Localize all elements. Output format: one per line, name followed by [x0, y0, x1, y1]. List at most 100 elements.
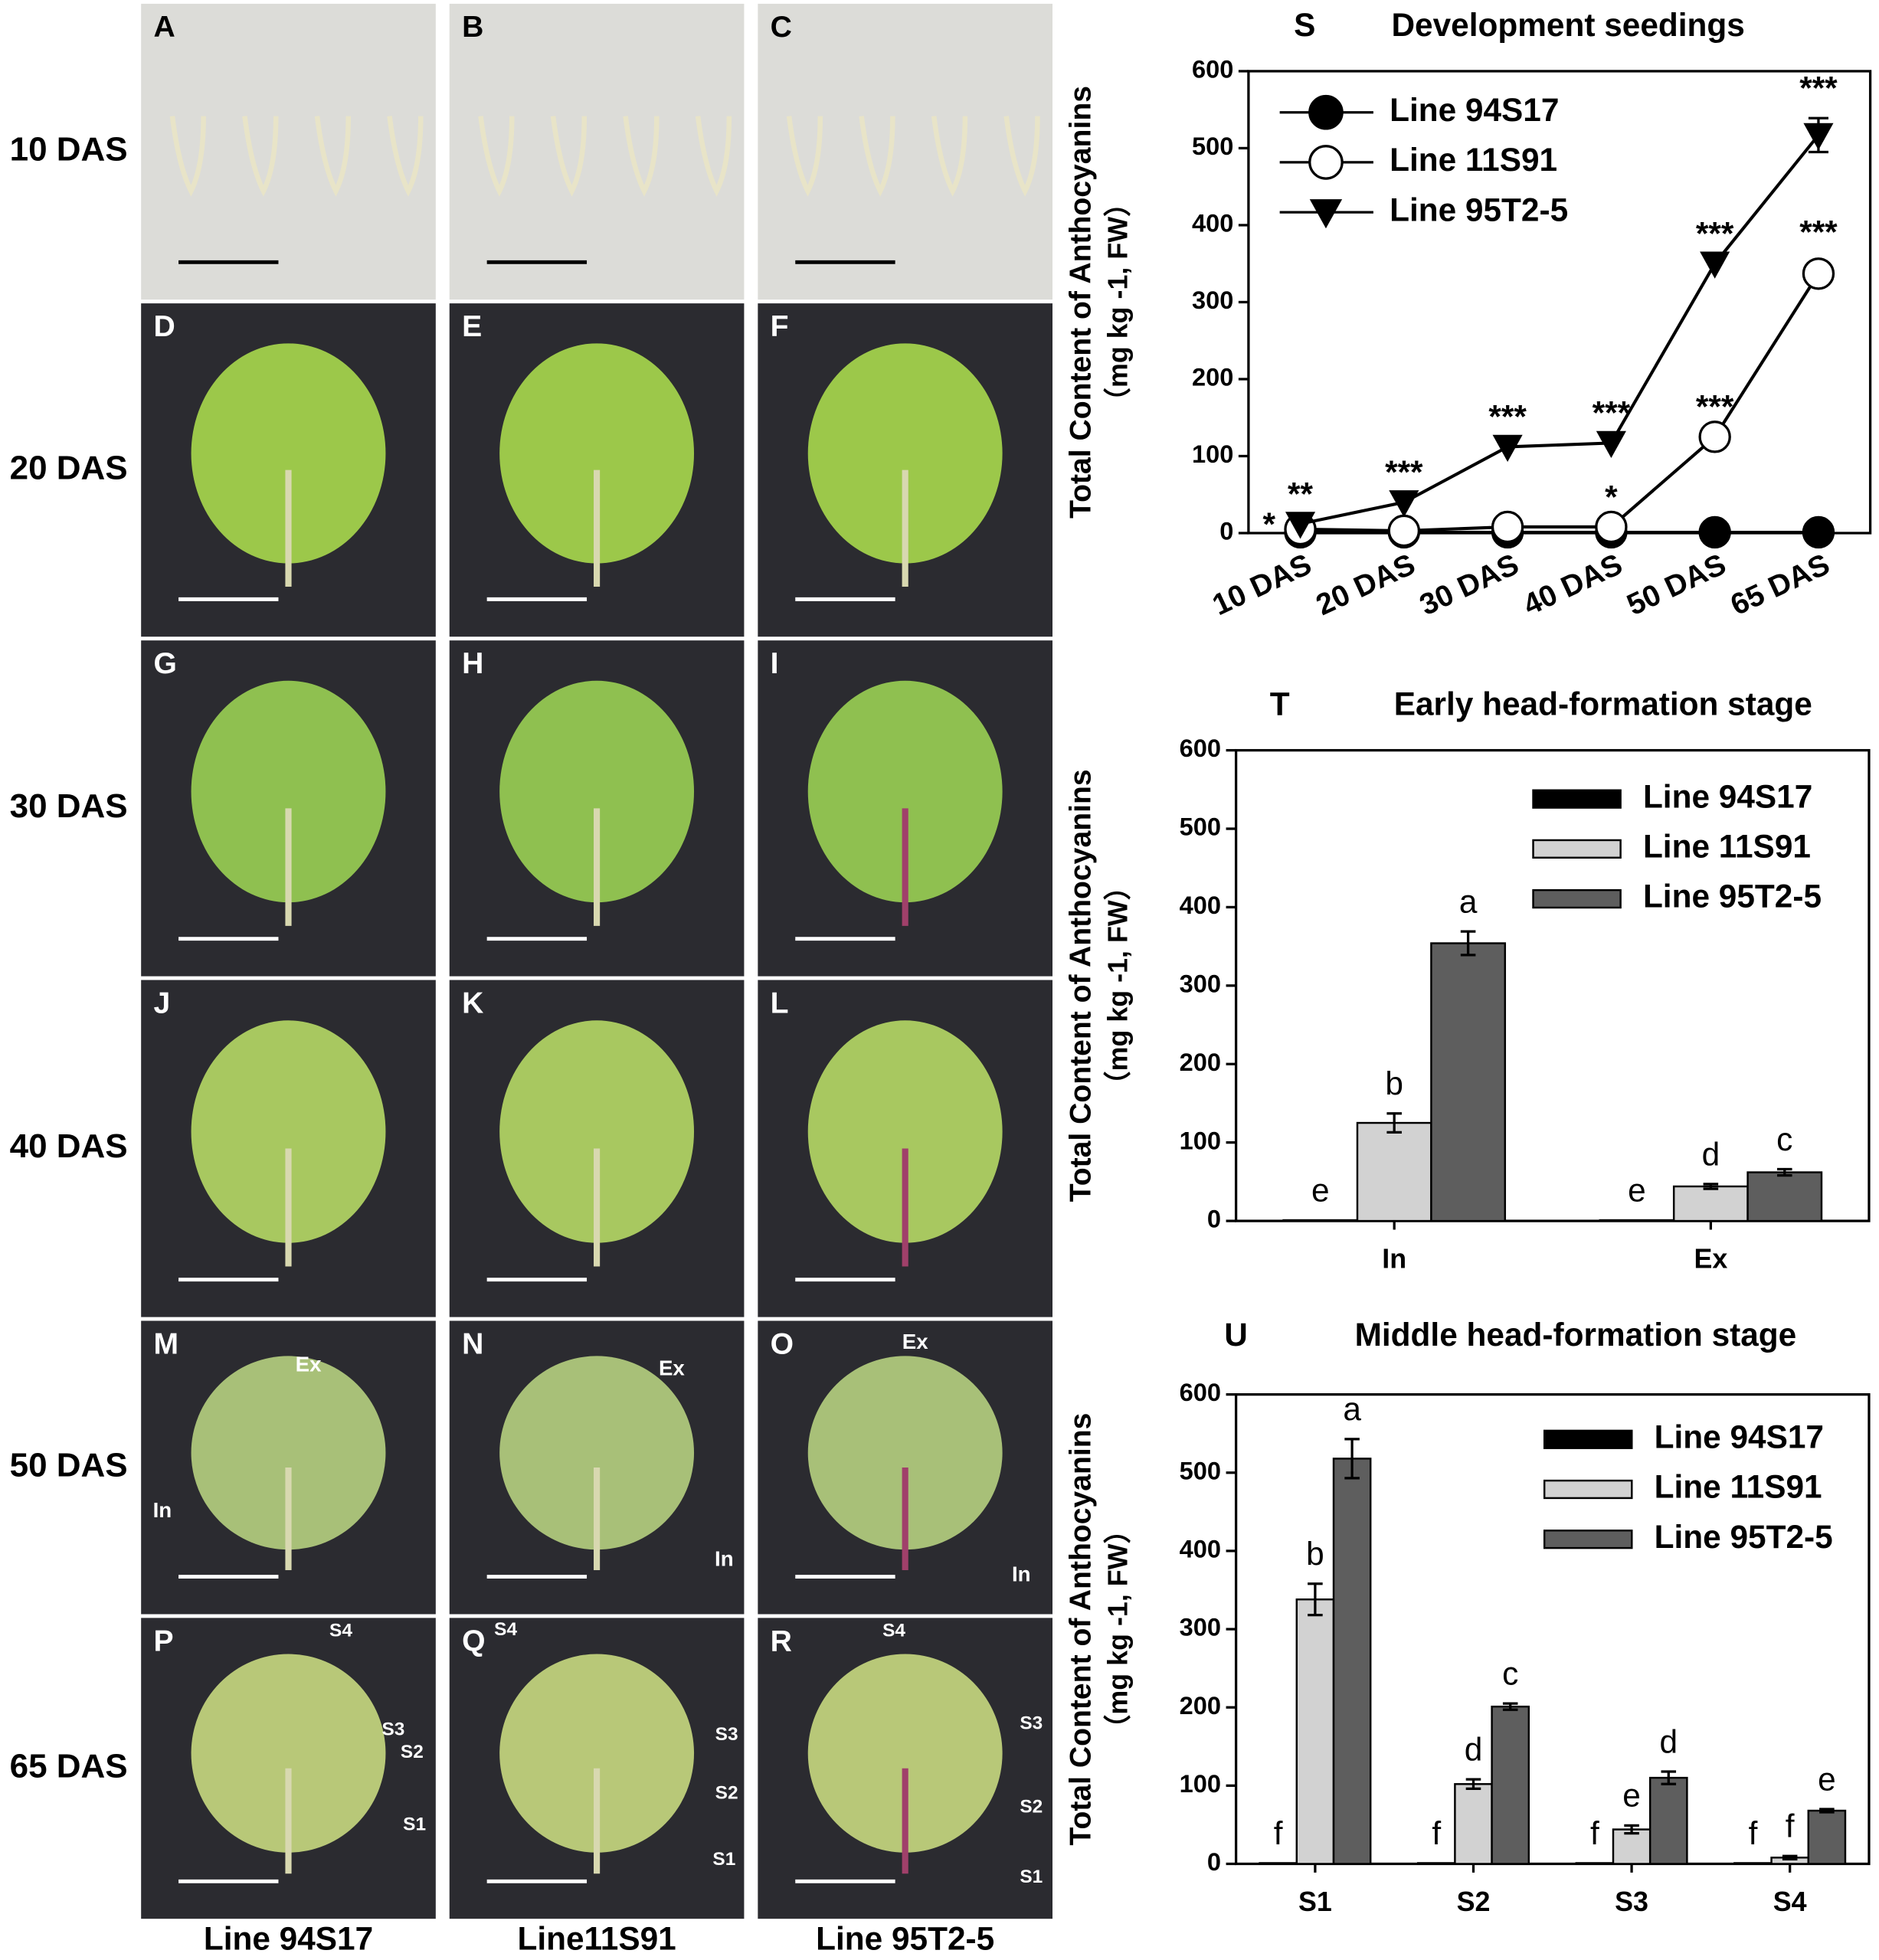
plant — [499, 680, 695, 903]
significance: *** — [1696, 389, 1734, 425]
panel-letter: H — [462, 647, 483, 680]
panel-letter: P — [153, 1625, 173, 1657]
significance: *** — [1385, 454, 1423, 490]
panel-letter: B — [462, 11, 483, 44]
plant — [807, 1654, 1003, 1853]
column-label: Line11S91 — [517, 1921, 676, 1957]
marker — [1802, 257, 1835, 290]
plant — [191, 680, 386, 903]
y-tick-label: 200 — [1180, 1691, 1221, 1719]
bar — [1648, 1776, 1688, 1865]
y-tick-label: 600 — [1192, 55, 1233, 83]
error-bar — [1465, 1778, 1481, 1791]
panel-letter: G — [153, 647, 176, 680]
legend-label: Line 95T2-5 — [1655, 1519, 1833, 1555]
photo-annotation: S1 — [1020, 1867, 1043, 1887]
panel-letter: D — [153, 310, 175, 343]
plant — [807, 343, 1003, 564]
column-label: Line 94S17 — [204, 1921, 373, 1957]
panel-letter: F — [771, 310, 789, 343]
legend-label: Line 94S17 — [1655, 1418, 1824, 1454]
bar — [1807, 1809, 1847, 1865]
panel-letter: L — [771, 987, 789, 1019]
bar — [1672, 1185, 1749, 1222]
marker — [1698, 515, 1731, 549]
marker — [1309, 199, 1343, 229]
significance: f — [1786, 1808, 1795, 1844]
significance: e — [1818, 1761, 1836, 1797]
significance: f — [1274, 1815, 1283, 1851]
legend-swatch — [1532, 888, 1622, 909]
x-tick-label: S2 — [1457, 1886, 1491, 1917]
row-label: 65 DAS — [10, 1747, 128, 1785]
significance: c — [1502, 1655, 1518, 1691]
chart-title: Early head-formation stage — [1394, 686, 1812, 722]
x-tick-label: 10 DAS — [1207, 548, 1316, 622]
x-tick-label: 65 DAS — [1726, 548, 1835, 622]
photo-annotation: Ex — [902, 1330, 928, 1353]
marker — [1803, 123, 1834, 150]
bar — [1746, 1171, 1823, 1222]
row-label: 10 DAS — [10, 131, 128, 169]
panel-letter: I — [771, 647, 779, 680]
row-label: 40 DAS — [10, 1127, 128, 1165]
legend-label: Line 11S91 — [1655, 1469, 1822, 1505]
row-label: 20 DAS — [10, 449, 128, 486]
error-bar — [1661, 1770, 1677, 1785]
seedling — [242, 116, 279, 197]
significance: * — [1263, 506, 1276, 542]
y-tick-label: 300 — [1180, 969, 1221, 997]
seedling — [695, 116, 732, 197]
significance: *** — [1799, 214, 1838, 250]
significance: d — [1465, 1731, 1483, 1767]
photo-annotation: S2 — [401, 1742, 424, 1762]
significance: e — [1311, 1172, 1330, 1208]
photo-annotation: Ex — [296, 1352, 322, 1376]
bar — [1430, 942, 1507, 1222]
photo-annotation: S3 — [1020, 1713, 1043, 1733]
x-tick-label: 50 DAS — [1622, 548, 1731, 622]
row-label: 50 DAS — [10, 1447, 128, 1484]
marker — [1491, 510, 1524, 544]
error-bar — [1308, 1582, 1323, 1617]
y-axis-label: Total Content of Anthocyanins — [1064, 86, 1097, 519]
y-axis-label: （mg kg -1, FW） — [1102, 189, 1133, 415]
marker — [1308, 94, 1344, 130]
legend-label: Line 94S17 — [1390, 92, 1559, 128]
y-tick-label: 400 — [1180, 1535, 1221, 1563]
y-tick-label: 200 — [1180, 1048, 1221, 1076]
seedling — [550, 116, 588, 197]
marker — [1308, 145, 1344, 180]
legend-label: Line 11S91 — [1390, 142, 1557, 178]
x-tick-label: S1 — [1298, 1886, 1332, 1917]
y-axis-label: （mg kg -1, FW） — [1102, 872, 1133, 1098]
bar — [1282, 1219, 1359, 1222]
photo-annotation: S3 — [715, 1724, 738, 1745]
error-bar — [1386, 1112, 1402, 1134]
legend-swatch — [1543, 1530, 1633, 1549]
series-line — [1300, 273, 1820, 533]
significance: c — [1776, 1121, 1792, 1157]
marker — [1387, 514, 1421, 548]
y-tick-label: 300 — [1180, 1613, 1221, 1641]
plant — [191, 1654, 386, 1853]
significance: e — [1628, 1172, 1646, 1208]
seedling — [314, 116, 352, 197]
photo-annotation: In — [153, 1498, 172, 1522]
photo-annotation: S4 — [494, 1619, 517, 1640]
x-tick-label: 40 DAS — [1518, 548, 1627, 622]
significance: f — [1749, 1815, 1758, 1851]
x-tick-label: In — [1382, 1244, 1406, 1274]
marker — [1492, 434, 1523, 462]
row-label: 30 DAS — [10, 787, 128, 825]
plot-frame — [1234, 748, 1871, 1222]
x-tick-label: S3 — [1615, 1886, 1648, 1917]
y-tick-label: 500 — [1180, 1456, 1221, 1484]
y-tick-label: 300 — [1192, 286, 1233, 314]
y-tick-label: 600 — [1180, 734, 1221, 762]
significance: e — [1622, 1778, 1641, 1814]
x-tick-label: S4 — [1773, 1886, 1807, 1917]
plant — [807, 1020, 1003, 1243]
